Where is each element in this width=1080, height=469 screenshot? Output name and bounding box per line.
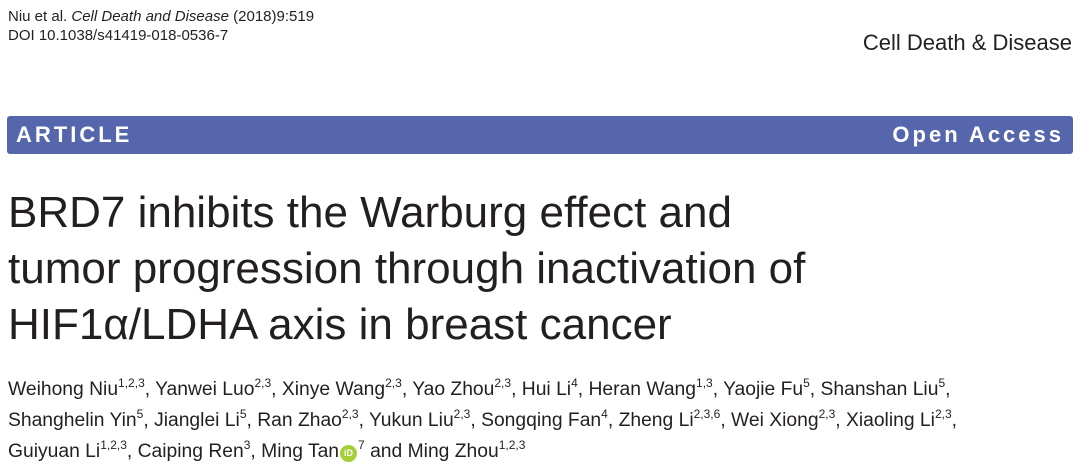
citation-authors: Niu et al. [8, 8, 72, 25]
author-separator: , [470, 410, 482, 431]
author-name[interactable]: Heran Wang [588, 379, 697, 400]
author-name[interactable]: Wei Xiong [731, 410, 819, 431]
author-affiliation-sup: 7 [358, 438, 365, 452]
author-line: Guiyuan Li1,2,3, Caiping Ren3, Ming Tan i… [8, 436, 1076, 467]
author-name[interactable]: Jianglei Li [154, 410, 240, 431]
title-line: tumor progression through inactivation o… [8, 244, 806, 293]
author-affiliation-sup: 3 [243, 438, 251, 452]
author-affiliation-sup: 2,3 [385, 376, 402, 390]
author-name[interactable]: Shanshan Liu [820, 379, 939, 400]
author-affiliation-sup: 5 [938, 376, 946, 390]
author-name[interactable]: Zheng Li [618, 410, 694, 431]
author-name[interactable]: Caiping Ren [137, 441, 244, 462]
article-type-label: ARTICLE [16, 122, 133, 147]
author-name[interactable]: Hui Li [521, 379, 572, 400]
citation-journal: Cell Death and Disease [71, 8, 229, 25]
author-affiliation-sup: 5 [239, 407, 247, 421]
author-separator: , [143, 410, 155, 431]
author-name[interactable]: Yukun Liu [368, 410, 454, 431]
author-name[interactable]: Ming Zhou [407, 441, 499, 462]
author-name[interactable]: Xiaoling Li [845, 410, 935, 431]
author-name[interactable]: Yaojie Fu [723, 379, 804, 400]
orcid-icon[interactable]: iD [340, 445, 358, 462]
author-list: Weihong Niu1,2,3, Yanwei Luo2,3, Xinye W… [8, 374, 1076, 467]
author-separator: , [809, 379, 821, 400]
author-affiliation-sup: 4 [571, 376, 578, 390]
author-affiliation-sup: 5 [136, 407, 144, 421]
author-separator: , [607, 410, 619, 431]
author-separator: and [364, 441, 408, 462]
author-separator: , [945, 379, 951, 400]
author-name[interactable]: Guiyuan Li [8, 441, 101, 462]
author-affiliation-sup: 2,3 [818, 407, 836, 421]
author-separator: , [720, 410, 732, 431]
author-affiliation-sup: 1,2,3 [498, 438, 526, 452]
author-affiliation-sup: 1,2,3 [100, 438, 127, 452]
author-name[interactable]: Songqing Fan [481, 410, 602, 431]
author-affiliation-sup: 2,3 [341, 407, 359, 421]
open-access-label: Open Access [892, 122, 1064, 147]
author-affiliation-sup: 4 [601, 407, 608, 421]
author-affiliation-sup: 2,3 [494, 376, 512, 390]
author-separator: , [126, 441, 138, 462]
author-separator: , [246, 410, 258, 431]
journal-name: Cell Death & Disease [862, 30, 1072, 55]
author-name[interactable]: Ran Zhao [257, 410, 342, 431]
citation-line: Niu et al. Cell Death and Disease (2018)… [8, 7, 314, 26]
author-separator: , [358, 410, 369, 431]
author-name[interactable]: Xinye Wang [281, 379, 386, 400]
citation-volume: (2018)9:519 [228, 8, 315, 25]
author-affiliation-sup: 1,2,3 [118, 376, 145, 390]
title-line: BRD7 inhibits the Warburg effect and [8, 188, 732, 237]
article-banner: ARTICLE Open Access [7, 116, 1073, 154]
author-affiliation-sup: 2,3,6 [693, 407, 721, 421]
author-separator: , [250, 441, 262, 462]
author-separator: , [144, 379, 156, 400]
author-separator: , [401, 379, 413, 400]
author-name[interactable]: Ming Tan [261, 441, 340, 462]
author-separator: , [835, 410, 846, 431]
author-affiliation-sup: 5 [803, 376, 810, 390]
author-affiliation-sup: 1,3 [696, 376, 713, 390]
author-separator: , [577, 379, 589, 400]
title-line: HIF1α/LDHA axis in breast cancer [8, 300, 672, 349]
author-separator: , [271, 379, 282, 400]
author-affiliation-sup: 2,3 [254, 376, 272, 390]
author-line: Shanghelin Yin5, Jianglei Li5, Ran Zhao2… [8, 405, 1076, 436]
author-affiliation-sup: 2,3 [934, 407, 952, 421]
author-name[interactable]: Yanwei Luo [155, 379, 255, 400]
author-name[interactable]: Yao Zhou [412, 379, 495, 400]
citation-block: Niu et al. Cell Death and Disease (2018)… [8, 7, 314, 45]
author-separator: , [712, 379, 724, 400]
author-line: Weihong Niu1,2,3, Yanwei Luo2,3, Xinye W… [8, 374, 1076, 405]
author-affiliation-sup: 2,3 [453, 407, 471, 421]
author-separator: , [951, 410, 957, 431]
author-separator: , [511, 379, 522, 400]
article-title: BRD7 inhibits the Warburg effect and tum… [8, 185, 1068, 353]
author-name[interactable]: Shanghelin Yin [8, 410, 137, 431]
doi-line[interactable]: DOI 10.1038/s41419-018-0536-7 [8, 27, 229, 44]
author-name[interactable]: Weihong Niu [8, 379, 119, 400]
